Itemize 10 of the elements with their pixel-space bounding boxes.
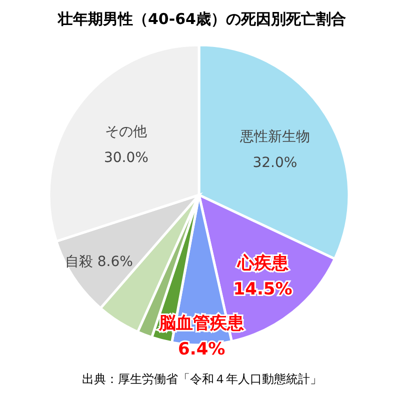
data-label: 30.0% <box>104 150 148 166</box>
data-label: 14.5% <box>233 280 292 300</box>
slice-label: 自殺 8.6% <box>64 254 133 270</box>
chart-title: 壮年期男性（40-64歳）の死因別死亡割合 <box>57 10 346 28</box>
data-label: 32.0% <box>252 154 298 171</box>
slice-label: その他 <box>105 124 148 140</box>
source-note: 出典：厚生労働省「令和４年人口動態統計」 <box>82 372 322 386</box>
slice-label: 心疾患 <box>236 254 290 274</box>
data-label: 6.4% <box>178 339 226 360</box>
slice-label: 悪性新生物 <box>238 128 310 145</box>
